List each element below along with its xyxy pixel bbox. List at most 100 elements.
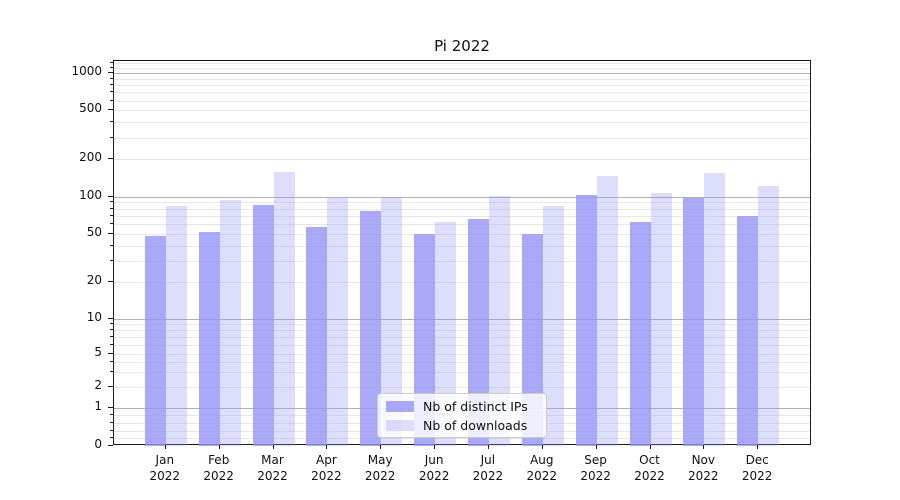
y-minor-tick — [110, 429, 113, 431]
x-tick — [218, 445, 220, 449]
gridline-minor — [114, 137, 810, 139]
x-tick-label-apr: Apr 2022 — [296, 452, 356, 484]
y-minor-tick — [110, 343, 113, 345]
gridline-minor — [114, 92, 810, 94]
y-minor-tick — [110, 214, 113, 216]
x-tick — [757, 445, 759, 449]
legend: Nb of distinct IPs Nb of downloads — [377, 393, 547, 438]
y-tick-label: 2 — [94, 377, 102, 392]
y-minor-tick — [110, 99, 113, 101]
x-tick — [434, 445, 436, 449]
x-label-year: 2022 — [311, 469, 342, 483]
y-tick-label: 10 — [86, 309, 102, 324]
x-label-year: 2022 — [472, 469, 504, 483]
y-minor-tick — [110, 84, 113, 85]
bar-distinct-ips-aug — [521, 233, 543, 446]
y-tick — [108, 195, 113, 197]
x-tick — [380, 445, 382, 449]
x-label-month: Aug — [530, 453, 554, 467]
y-minor-tick — [110, 62, 113, 64]
gridline-minor — [114, 438, 810, 440]
x-label-month: Jul — [480, 453, 496, 467]
x-label-year: 2022 — [203, 469, 234, 483]
gridline-minor — [114, 78, 810, 80]
x-label-month: Feb — [208, 453, 230, 467]
gridline-minor — [114, 122, 810, 124]
y-tick — [108, 281, 113, 282]
x-tick-label-nov: Nov 2022 — [673, 452, 733, 484]
gridline-minor — [114, 336, 810, 338]
x-tick-label-jul: Jul 2022 — [458, 452, 518, 484]
gridline-major — [114, 196, 810, 198]
bar-downloads-mar — [273, 172, 295, 446]
gridline-minor — [114, 67, 810, 69]
bar-distinct-ips-apr — [306, 226, 328, 446]
y-tick-label: 5 — [94, 344, 102, 359]
y-tick-label: 50 — [86, 224, 102, 239]
x-label-year: 2022 — [149, 469, 181, 483]
y-minor-tick — [110, 201, 113, 203]
bar-downloads-feb — [219, 200, 241, 446]
x-label-year: 2022 — [257, 469, 288, 483]
y-tick-label: 500 — [79, 101, 102, 116]
y-minor-tick — [110, 121, 113, 123]
bar-distinct-ips-mar — [252, 205, 274, 446]
x-label-month: Jan — [155, 453, 175, 467]
x-label-year: 2022 — [634, 469, 665, 483]
gridline-major — [114, 318, 810, 320]
y-tick — [108, 406, 113, 408]
bar-downloads-oct — [650, 192, 672, 446]
bar-downloads-jul — [488, 195, 510, 446]
bar-distinct-ips-feb — [198, 231, 220, 446]
gridline-minor — [114, 245, 810, 247]
gridline-minor — [114, 344, 810, 346]
gridline-minor — [114, 224, 810, 225]
y-minor-tick — [110, 91, 113, 93]
x-tick-label-jan: Jan 2022 — [135, 452, 195, 484]
bar-downloads-apr — [327, 198, 349, 446]
gridline-minor — [114, 100, 810, 102]
y-minor-tick — [110, 329, 113, 330]
y-minor-tick — [110, 414, 113, 416]
x-tick-label-sep: Sep 2022 — [566, 452, 626, 484]
y-tick-label: 1000 — [71, 64, 102, 78]
bar-distinct-ips-dec — [737, 215, 759, 446]
gridline-minor — [114, 215, 810, 217]
gridline-minor — [114, 353, 810, 355]
x-label-year: 2022 — [418, 469, 450, 483]
x-tick — [487, 445, 489, 449]
gridline-minor — [114, 330, 810, 331]
legend-item-downloads: Nb of downloads — [386, 417, 538, 433]
y-minor-tick — [110, 66, 113, 68]
x-tick-label-dec: Dec 2022 — [727, 452, 787, 484]
x-tick — [541, 445, 543, 449]
legend-label-downloads: Nb of downloads — [423, 417, 528, 433]
x-label-month: Sep — [584, 453, 607, 467]
y-tick — [108, 109, 113, 111]
x-tick-label-feb: Feb 2022 — [189, 452, 249, 484]
gridline-minor — [114, 372, 810, 374]
x-tick — [703, 445, 705, 449]
x-tick-label-aug: Aug 2022 — [512, 452, 572, 484]
x-tick — [272, 445, 274, 449]
y-tick-label: 200 — [79, 150, 102, 165]
y-tick — [108, 352, 113, 354]
x-tick — [164, 445, 166, 449]
x-tick-label-jun: Jun 2022 — [404, 452, 464, 484]
y-minor-tick — [110, 77, 113, 79]
y-tick — [108, 445, 113, 446]
bar-distinct-ips-sep — [575, 194, 597, 446]
x-label-year: 2022 — [741, 469, 773, 483]
bar-downloads-dec — [758, 186, 780, 446]
bar-downloads-jun — [435, 222, 457, 446]
x-tick — [326, 445, 328, 449]
x-label-year: 2022 — [526, 469, 558, 483]
y-tick — [108, 385, 113, 387]
y-tick-label: 20 — [86, 273, 102, 287]
y-minor-tick — [110, 371, 113, 373]
bar-distinct-ips-jul — [467, 218, 489, 446]
y-minor-tick — [110, 360, 113, 362]
y-minor-tick — [110, 437, 113, 439]
y-minor-tick — [110, 207, 113, 209]
x-tick-label-oct: Oct 2022 — [620, 452, 680, 484]
